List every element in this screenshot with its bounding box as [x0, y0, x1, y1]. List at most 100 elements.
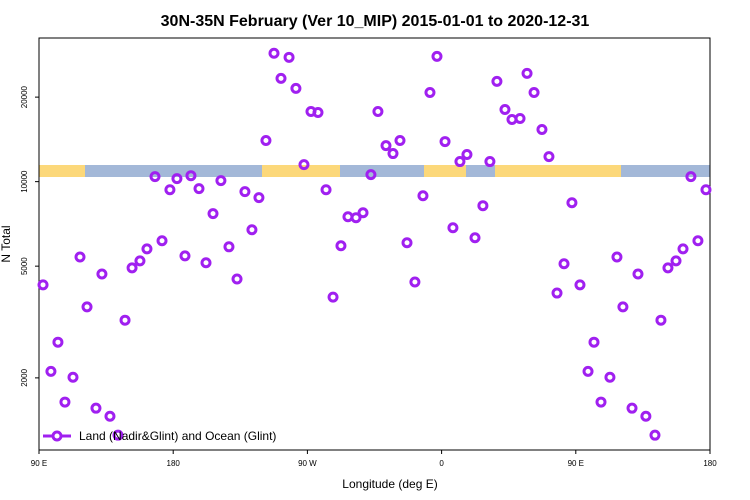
point — [45, 365, 57, 377]
point — [126, 262, 138, 274]
point — [617, 301, 629, 313]
point — [514, 112, 526, 124]
x-tick-label: 180 — [167, 459, 181, 468]
point — [611, 251, 623, 263]
point — [357, 207, 369, 219]
point — [298, 159, 310, 171]
point — [260, 135, 272, 147]
point — [582, 365, 594, 377]
point — [604, 371, 616, 383]
point — [90, 402, 102, 414]
point — [312, 107, 324, 119]
point — [239, 186, 251, 198]
land-band — [262, 165, 340, 177]
point — [626, 402, 638, 414]
point — [692, 235, 704, 247]
point — [521, 67, 533, 79]
point — [380, 140, 392, 152]
point — [171, 173, 183, 185]
point — [185, 170, 197, 182]
point — [268, 47, 280, 59]
point — [491, 75, 503, 87]
y-tick-label: 20000 — [20, 85, 29, 108]
x-tick-label: 90 E — [31, 459, 47, 468]
point — [700, 184, 712, 196]
point — [52, 336, 64, 348]
point — [662, 262, 674, 274]
point — [37, 279, 49, 291]
point — [320, 184, 332, 196]
point — [67, 371, 79, 383]
point — [253, 192, 265, 204]
legend-marker — [51, 430, 63, 442]
point — [119, 314, 131, 326]
point — [484, 156, 496, 168]
point — [164, 184, 176, 196]
y-tick-label: 2000 — [20, 368, 29, 386]
point — [454, 156, 466, 168]
point — [469, 232, 481, 244]
point — [417, 190, 429, 202]
point — [290, 82, 302, 94]
point — [632, 268, 644, 280]
point — [394, 135, 406, 147]
y-tick-label: 5000 — [20, 257, 29, 275]
land-band — [39, 165, 85, 177]
point — [207, 208, 219, 220]
point — [74, 251, 86, 263]
point — [134, 255, 146, 267]
point — [200, 257, 212, 269]
point — [461, 149, 473, 161]
point — [447, 222, 459, 234]
legend-label: Land (Nadir&Glint) and Ocean (Glint) — [79, 429, 276, 443]
point — [365, 169, 377, 181]
point — [409, 276, 421, 288]
point — [439, 136, 451, 148]
point — [81, 301, 93, 313]
point — [96, 268, 108, 280]
point — [156, 235, 168, 247]
point — [649, 429, 661, 441]
point — [327, 291, 339, 303]
point — [536, 123, 548, 135]
land-band — [495, 165, 621, 177]
point — [477, 200, 489, 212]
plot-frame — [38, 37, 711, 451]
point — [223, 241, 235, 253]
point — [104, 410, 116, 422]
point — [275, 72, 287, 84]
point — [112, 429, 124, 441]
point — [335, 240, 347, 252]
point — [574, 279, 586, 291]
point — [588, 336, 600, 348]
point — [424, 86, 436, 98]
point — [431, 50, 443, 62]
point — [595, 396, 607, 408]
point — [149, 171, 161, 183]
point — [231, 273, 243, 285]
point — [246, 224, 258, 236]
point — [283, 51, 295, 63]
point — [215, 175, 227, 187]
y-tick-label: 10000 — [20, 170, 29, 193]
point — [193, 183, 205, 195]
x-tick-label: 90 W — [298, 459, 317, 468]
point — [685, 171, 697, 183]
point — [640, 410, 652, 422]
point — [543, 151, 555, 163]
point — [372, 105, 384, 117]
point — [499, 103, 511, 115]
point — [59, 396, 71, 408]
x-tick-label: 180 — [703, 459, 717, 468]
chart-title: 30N-35N February (Ver 10_MIP) 2015-01-01… — [161, 13, 590, 30]
x-axis-label: Longitude (deg E) — [342, 477, 437, 491]
point — [179, 250, 191, 262]
x-tick-label: 90 E — [568, 459, 584, 468]
point — [655, 314, 667, 326]
point — [350, 212, 362, 224]
land-band — [424, 165, 466, 177]
point — [528, 86, 540, 98]
point — [566, 197, 578, 209]
point — [551, 287, 563, 299]
